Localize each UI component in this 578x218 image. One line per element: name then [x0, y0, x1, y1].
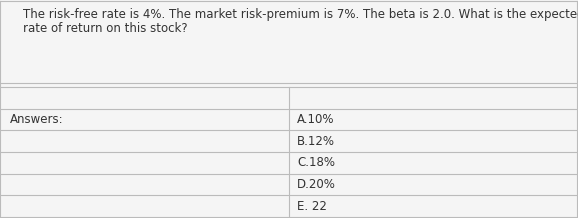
Text: D.20%: D.20%: [297, 178, 336, 191]
Text: rate of return on this stock?: rate of return on this stock?: [23, 22, 188, 35]
Text: B.12%: B.12%: [297, 135, 335, 148]
Text: C.18%: C.18%: [297, 156, 335, 169]
Text: The risk-free rate is 4%. The market risk-premium is 7%. The beta is 2.0. What i: The risk-free rate is 4%. The market ris…: [23, 8, 578, 21]
Text: A.10%: A.10%: [297, 113, 335, 126]
Text: Answers:: Answers:: [10, 113, 64, 126]
Text: E. 22: E. 22: [297, 200, 327, 213]
